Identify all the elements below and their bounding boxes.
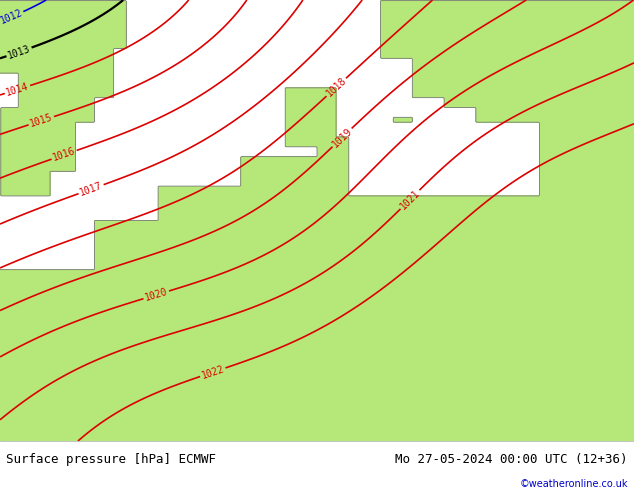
Text: 1020: 1020: [143, 287, 169, 303]
Text: 1018: 1018: [324, 75, 348, 99]
Text: Surface pressure [hPa] ECMWF: Surface pressure [hPa] ECMWF: [6, 453, 216, 466]
Text: 1017: 1017: [79, 180, 104, 198]
Text: Mo 27-05-2024 00:00 UTC (12+36): Mo 27-05-2024 00:00 UTC (12+36): [395, 453, 628, 466]
Text: 1012: 1012: [0, 8, 24, 26]
Text: 1021: 1021: [398, 188, 422, 211]
Text: 1016: 1016: [51, 146, 77, 163]
Text: 1015: 1015: [29, 112, 54, 129]
Text: 1013: 1013: [6, 44, 32, 61]
Text: 1022: 1022: [200, 364, 226, 381]
Text: ©weatheronline.co.uk: ©weatheronline.co.uk: [519, 479, 628, 489]
Text: 1019: 1019: [330, 126, 354, 149]
Text: 1014: 1014: [5, 81, 30, 98]
